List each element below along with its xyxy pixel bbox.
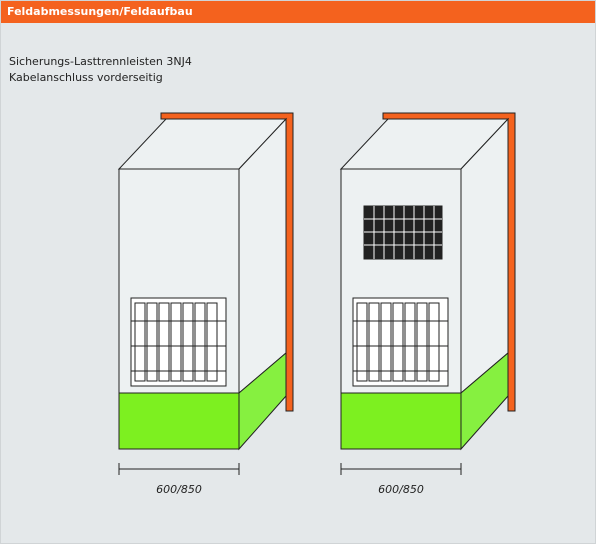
- dimension-label: 600/850: [378, 483, 424, 496]
- header-title: Feldabmessungen/Feldaufbau: [1, 1, 595, 23]
- description: Sicherungs-Lasttrennleisten 3NJ4: [9, 55, 192, 68]
- dimension-label: 600/850: [156, 483, 202, 496]
- description: Kabelanschluss vorderseitig: [9, 71, 163, 84]
- module-grid: [363, 205, 443, 260]
- cabinet: [118, 112, 294, 476]
- cabinet: [340, 112, 516, 476]
